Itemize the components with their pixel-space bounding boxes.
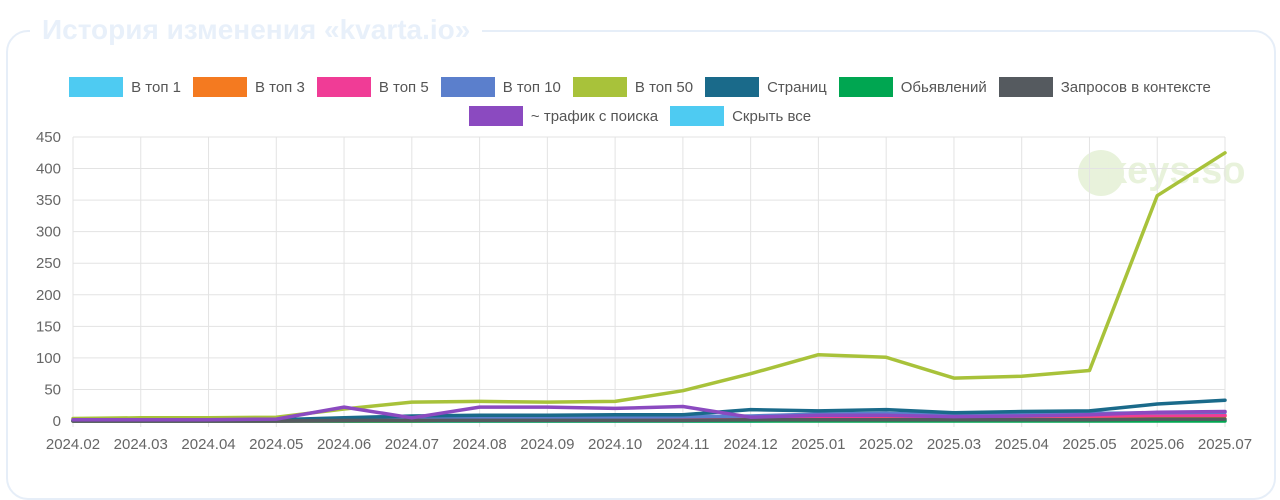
legend-swatch: [316, 77, 371, 97]
line-chart: 0 50 100 150 200 250 300 350 400 450 2024.02 2024.0…: [36, 129, 1252, 453]
x-tick-label: 2024.04: [181, 436, 235, 453]
legend-label: В топ 5: [378, 78, 429, 96]
legend-label: В топ 10: [502, 78, 561, 96]
legend-item-top3[interactable]: В топ 3: [192, 76, 305, 98]
series-line-4: [71, 151, 1227, 421]
x-tick-label: 2024.02: [46, 436, 100, 453]
legend-label: В топ 50: [634, 78, 694, 96]
legend-swatch: [998, 77, 1053, 97]
legend-swatch: [572, 77, 627, 97]
x-tick-label: 2024.08: [452, 436, 506, 453]
watermark-circle-icon: [1078, 150, 1124, 196]
legend-swatch: [69, 77, 124, 97]
legend-label: Запросов в контексте: [1060, 78, 1211, 96]
y-tick-label: 50: [44, 381, 61, 398]
legend-label: Страниц: [767, 78, 827, 96]
legend-swatch: [838, 77, 893, 97]
legend-swatch: [670, 106, 725, 126]
legend-item-top1[interactable]: В топ 1: [69, 76, 181, 98]
y-tick-label: 450: [36, 129, 61, 146]
legend-row-2: ~ трафик с поиска Скрыть все: [0, 105, 1280, 127]
legend-item-pages[interactable]: Страниц: [705, 76, 827, 98]
x-tick-label: 2025.01: [791, 436, 845, 453]
x-tick-label: 2024.12: [724, 436, 778, 453]
x-tick-label: 2025.05: [1062, 436, 1116, 453]
series-line-7: [71, 417, 1227, 423]
legend-swatch: [192, 77, 247, 97]
legend-item-traffic[interactable]: ~ трафик с поиска: [468, 105, 659, 127]
x-tick-label: 2024.10: [588, 436, 642, 453]
legend-label: В топ 3: [254, 78, 305, 96]
x-tick-label: 2025.03: [927, 436, 981, 453]
x-tick-label: 2024.07: [385, 436, 439, 453]
y-tick-label: 400: [36, 161, 61, 178]
x-tick-label: 2024.11: [656, 436, 709, 453]
x-tick-label: 2024.05: [249, 436, 303, 453]
legend-item-top10[interactable]: В топ 10: [440, 76, 561, 98]
series-line-8: [71, 404, 1227, 422]
y-tick-label: 250: [36, 255, 61, 272]
legend-swatch: [468, 106, 523, 126]
panel-title: История изменения «kvarta.io»: [30, 10, 483, 50]
x-tick-label: 2024.03: [114, 436, 168, 453]
legend-swatch: [705, 77, 760, 97]
legend-label: Скрыть все: [732, 107, 812, 125]
x-tick-label: 2024.09: [520, 436, 574, 453]
x-tick-label: 2025.04: [995, 436, 1049, 453]
legend-item-ads[interactable]: Обьявлений: [838, 76, 987, 98]
y-tick-label: 350: [36, 192, 61, 209]
x-tick-label: 2025.06: [1130, 436, 1184, 453]
y-tick-label: 200: [36, 287, 61, 304]
legend-swatch: [440, 77, 495, 97]
legend-label: Обьявлений: [900, 78, 987, 96]
x-tick-label: 2025.07: [1198, 436, 1252, 453]
legend-item-context-queries[interactable]: Запросов в контексте: [998, 76, 1211, 98]
legend-item-top50[interactable]: В топ 50: [572, 76, 694, 98]
legend-item-hide-all[interactable]: Скрыть все: [670, 105, 811, 127]
legend-row-1: В топ 1 В топ 3 В топ 5 В топ 10 В топ 5…: [0, 76, 1280, 98]
y-tick-label: 100: [36, 350, 61, 367]
legend-label: ~ трафик с поиска: [530, 107, 659, 125]
x-tick-label: 2024.06: [317, 436, 371, 453]
y-tick-label: 0: [53, 413, 61, 430]
y-tick-label: 300: [36, 224, 61, 241]
x-tick-label: 2025.02: [859, 436, 913, 453]
legend-item-top5[interactable]: В топ 5: [316, 76, 429, 98]
y-tick-label: 150: [36, 318, 61, 335]
legend-label: В топ 1: [131, 78, 181, 96]
